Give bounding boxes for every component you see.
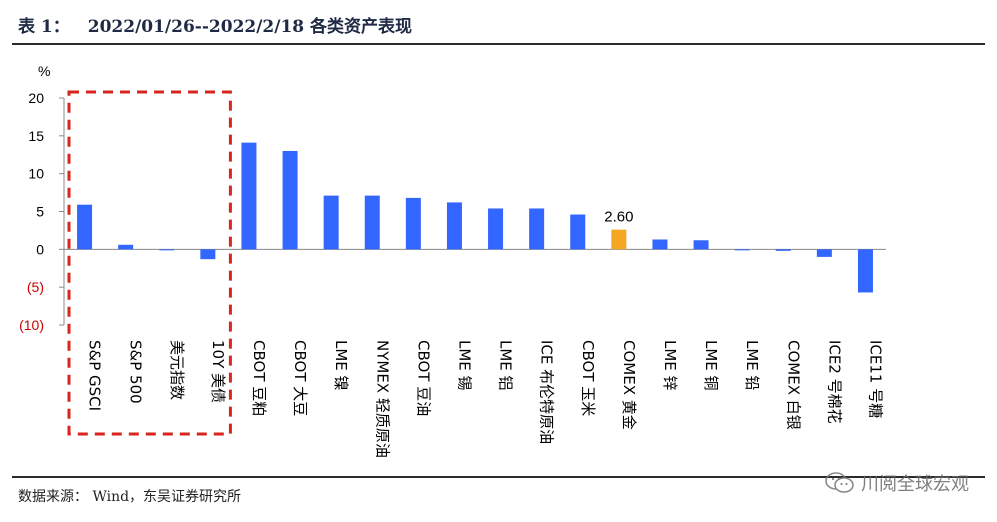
- y-tick-label: (10): [19, 317, 44, 333]
- x-tick-label: S&P 500: [127, 340, 145, 404]
- bottom-divider: [12, 476, 985, 478]
- bar: [405, 197, 421, 250]
- x-tick-label: LME 镍: [332, 340, 350, 391]
- highlight-box: [67, 90, 232, 436]
- y-axis-unit: %: [38, 63, 50, 79]
- table-title: 表 1： 2022/01/26--2022/2/18 各类资产表现: [18, 12, 412, 37]
- y-tick-label: (5): [27, 279, 44, 295]
- y-tick-label: 10: [28, 166, 44, 182]
- bar: [282, 150, 298, 250]
- x-tick-label: LME 铜: [702, 340, 720, 391]
- bar-chart: % 20 15 10 5 0 (5) (10) S&P GSCI S&P 500 美元指数 10Y 美…: [19, 63, 886, 458]
- table-number: 表 1：: [18, 17, 70, 37]
- y-tick-label: 0: [36, 241, 44, 257]
- bar: [529, 208, 545, 250]
- bar: [652, 239, 668, 250]
- x-tick-label: LME 锡: [455, 340, 473, 391]
- x-tick-label: 美元指数: [168, 340, 186, 400]
- x-tick-label: ICE11 号糖: [866, 340, 884, 418]
- title-text: 2022/01/26--2022/2/18 各类资产表现: [87, 17, 413, 37]
- top-divider: [12, 43, 985, 45]
- bar: [611, 229, 627, 250]
- bar: [693, 240, 709, 250]
- wechat-icon: [825, 472, 854, 493]
- x-tick-label: CBOT 玉米: [579, 340, 597, 416]
- bar: [118, 244, 134, 250]
- bar: [364, 195, 380, 250]
- bar: [857, 249, 873, 293]
- bar: [159, 249, 175, 251]
- x-tick-label: CBOT 豆粕: [250, 340, 268, 416]
- bar: [570, 214, 586, 250]
- bar: [241, 142, 257, 250]
- bar: [488, 208, 504, 250]
- y-tick-label: 20: [28, 90, 44, 106]
- x-tick-label: ICE 布伦特原油: [538, 340, 556, 444]
- x-tick-label: LME 锌: [661, 340, 679, 391]
- bar: [77, 204, 93, 250]
- bar: [446, 202, 462, 250]
- bar: [734, 249, 750, 251]
- watermark-text: 川阅全球宏观: [861, 474, 969, 495]
- x-tick-label: CBOT 大豆: [291, 340, 309, 416]
- x-tick-label: S&P GSCI: [86, 340, 104, 411]
- bar: [323, 195, 339, 250]
- y-tick-label: 5: [36, 204, 44, 220]
- bar: [200, 249, 216, 260]
- x-tick-label: COMEX 黄金: [620, 340, 638, 430]
- y-tick-label: 15: [28, 128, 44, 144]
- x-tick-label: ICE2 号棉花: [825, 340, 843, 424]
- x-tick-label: COMEX 白银: [784, 340, 802, 430]
- x-tick-label: CBOT 豆油: [414, 340, 432, 416]
- x-tick-label: 10Y 美债: [209, 340, 227, 403]
- data-label: 2.60: [604, 209, 633, 226]
- x-tick-label: LME 铝: [497, 340, 515, 391]
- x-tick-label: NYMEX 轻质原油: [373, 340, 391, 458]
- bar: [816, 249, 832, 257]
- bar: [775, 249, 791, 251]
- source-note: 数据来源： Wind，东吴证券研究所: [18, 489, 242, 505]
- x-tick-label: LME 铅: [743, 340, 761, 391]
- watermark: 川阅全球宏观: [825, 470, 969, 496]
